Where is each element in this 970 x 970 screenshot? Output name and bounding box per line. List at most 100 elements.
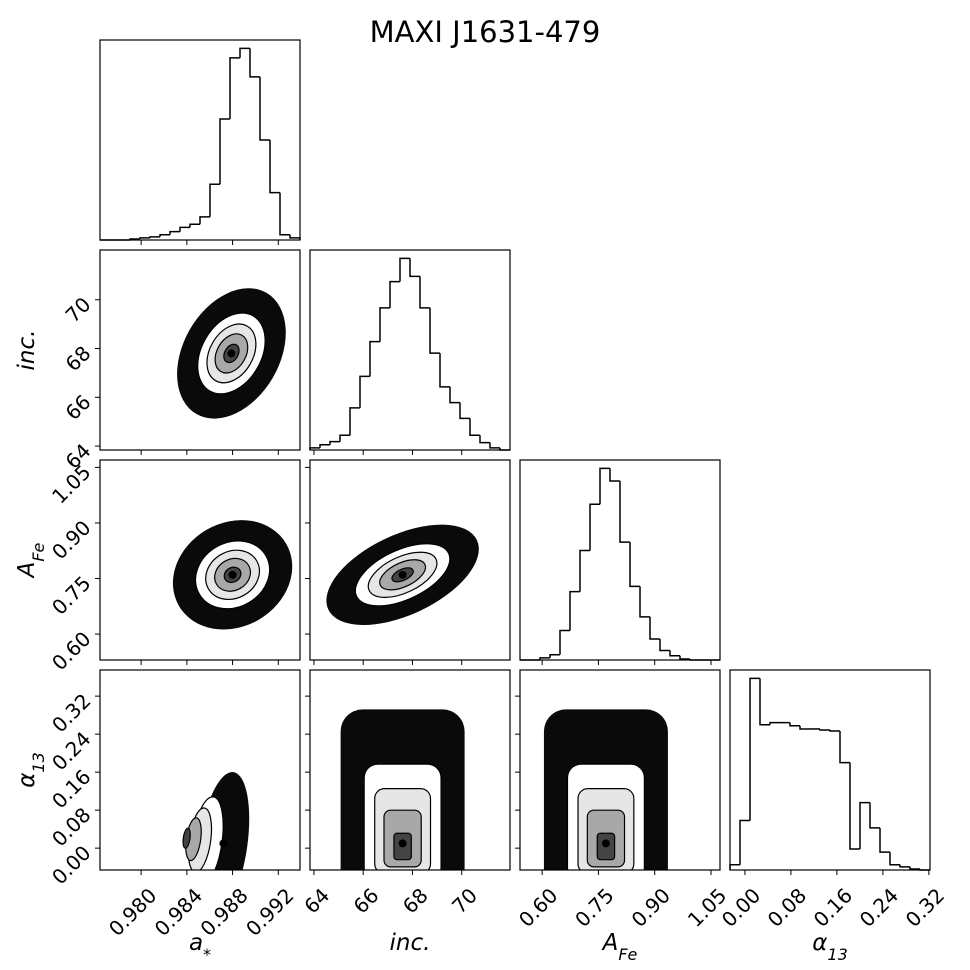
x-axis-label: AFe (601, 930, 638, 964)
histogram-bar (829, 730, 840, 732)
histogram-bar (749, 677, 760, 821)
density-panel (543, 709, 668, 870)
x-tick-label: 0.992 (241, 883, 298, 940)
histogram-bar (369, 340, 380, 377)
x-tick-label: 0.24 (855, 883, 903, 931)
histogram-bar (589, 503, 600, 551)
histogram-bar (539, 657, 550, 660)
histogram-bar (449, 386, 460, 404)
histogram-bar (549, 653, 560, 658)
histogram-bar (249, 48, 260, 78)
histogram-bar (639, 586, 650, 618)
histogram-bar (879, 827, 890, 853)
x-tick-label: 0.08 (763, 883, 811, 931)
histogram-bar (339, 434, 350, 442)
density-contour (182, 827, 191, 849)
histogram-bar (169, 230, 180, 235)
y-axis-label: α13 (14, 752, 48, 788)
x-tick-label: 0.988 (195, 883, 252, 940)
histogram-bar (269, 140, 280, 194)
panel-frame (309, 249, 511, 451)
histogram-bar (669, 650, 680, 657)
density-peak (398, 570, 407, 579)
histogram-bar (219, 118, 230, 185)
panel-frame (519, 669, 721, 871)
x-tick-label: 68 (398, 883, 433, 918)
x-tick-label: 64 (299, 883, 334, 918)
histogram-bar (289, 234, 301, 240)
y-tick-label: 0.16 (47, 765, 95, 813)
label-sub: Fe (618, 945, 637, 964)
panel-frame (99, 39, 301, 241)
histogram-bar (869, 802, 880, 829)
histogram-bar (429, 307, 440, 354)
histogram-bar (819, 728, 830, 731)
panel-frame (309, 459, 511, 661)
histogram-bar (239, 47, 250, 58)
histogram-bar (489, 442, 500, 449)
x-tick-label: 0.75 (570, 883, 618, 931)
histogram-bar (189, 223, 200, 228)
histogram-bar (799, 725, 810, 730)
panel-frame (309, 669, 511, 871)
histogram-bar (859, 801, 870, 849)
panel-frame (99, 249, 301, 451)
histogram-bar (629, 542, 640, 588)
panel-frame (99, 459, 301, 661)
histogram-bar (139, 237, 150, 239)
histogram-bar (409, 258, 420, 278)
x-axis-label: a* (189, 930, 211, 964)
y-tick-label: 0.08 (47, 803, 95, 851)
histogram-bar (849, 762, 860, 850)
panel-frame (99, 669, 301, 871)
y-tick-label: 0.24 (47, 727, 95, 775)
histogram-bar (469, 418, 480, 437)
x-axis-label: inc. (390, 930, 431, 956)
density-panel (182, 772, 250, 870)
histogram-bar (899, 864, 910, 868)
histogram-bar (229, 57, 240, 119)
y-tick-label: 70 (61, 292, 96, 327)
label-base: α (812, 930, 827, 956)
label-base: α (14, 773, 40, 788)
histogram-bar (319, 443, 330, 448)
histogram-bar (599, 467, 610, 505)
y-tick-label: 0.75 (47, 571, 95, 619)
label-base: A (14, 562, 40, 580)
histogram-bar (459, 402, 470, 420)
label-base: inc. (390, 930, 431, 956)
histogram-bar (759, 678, 770, 726)
x-tick-label: 0.90 (627, 883, 675, 931)
histogram-bar (159, 233, 170, 237)
histogram-bar (889, 852, 900, 866)
density-peak (227, 349, 236, 358)
y-tick-label: 0.60 (47, 627, 95, 675)
histogram-bar (839, 731, 850, 764)
panel-frame (729, 669, 931, 871)
label-sub: * (203, 945, 211, 964)
histogram-bar (579, 549, 590, 592)
label-base: inc. (14, 330, 40, 371)
histogram-bar (909, 866, 920, 870)
y-axis-label: inc. (14, 330, 40, 371)
y-tick-label: 1.05 (47, 460, 95, 508)
y-tick-label: 68 (61, 341, 96, 376)
histogram-bar (259, 76, 270, 141)
label-base: A (601, 930, 619, 956)
density-panel (172, 520, 293, 630)
y-axis-label: AFe (14, 542, 48, 579)
histogram-bar (179, 226, 190, 232)
histogram-bar (769, 721, 780, 725)
x-axis-label: α13 (812, 930, 848, 964)
x-tick-label: 1.05 (683, 883, 731, 931)
histogram-bar (739, 819, 750, 865)
histogram-bar (789, 722, 800, 727)
density-panel (177, 288, 286, 419)
label-sub: 13 (29, 752, 48, 772)
histogram-bar (209, 183, 220, 217)
histogram-bar (609, 468, 620, 482)
histogram-bar (389, 280, 400, 308)
histogram-bar (659, 638, 670, 652)
label-sub: 13 (827, 945, 847, 964)
chart-title: MAXI J1631-479 (370, 15, 601, 49)
